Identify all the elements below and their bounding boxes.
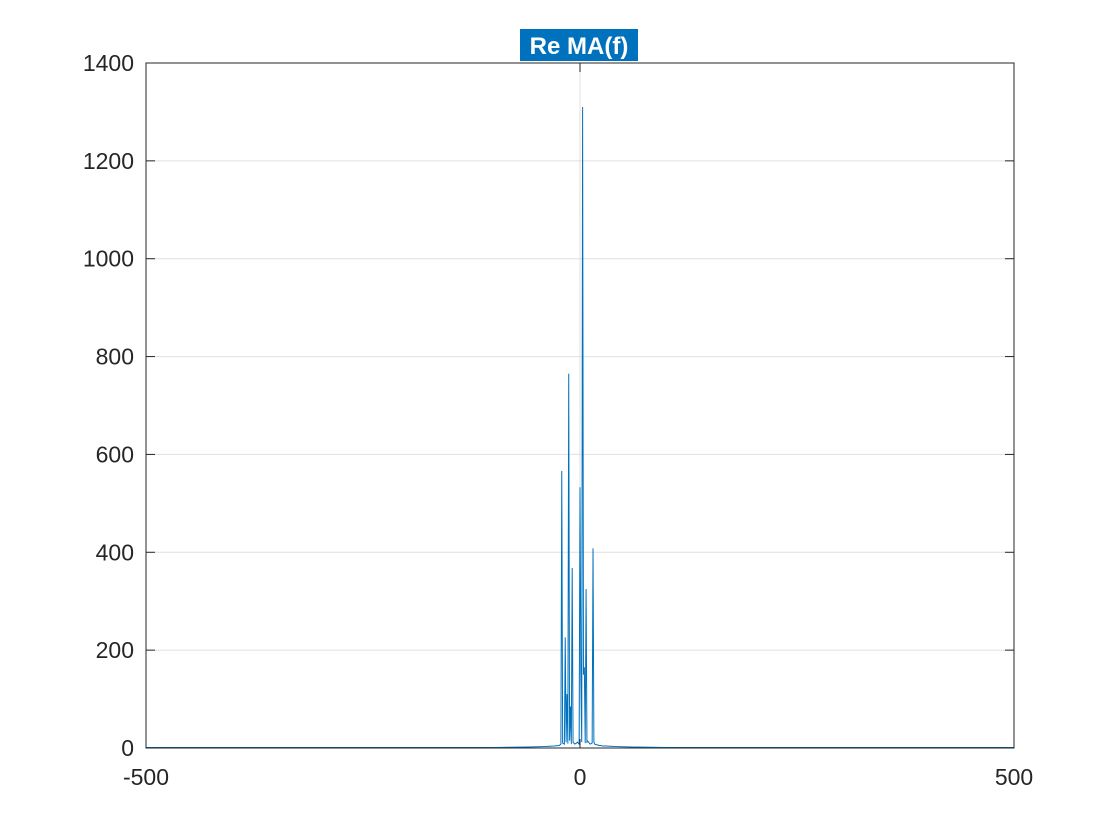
data-series bbox=[146, 107, 1014, 749]
y-tick-label: 0 bbox=[121, 735, 134, 761]
chart-title: Re MA(f) bbox=[530, 33, 629, 60]
x-tick-label: 500 bbox=[995, 764, 1033, 790]
x-tick-label: -500 bbox=[123, 764, 169, 790]
chart-title-highlight bbox=[520, 29, 638, 61]
x-tick-label: 0 bbox=[574, 764, 587, 790]
series-line bbox=[146, 107, 1014, 749]
y-tick-label: 1000 bbox=[83, 246, 134, 272]
y-tick-label: 1200 bbox=[83, 148, 134, 174]
ticks: 0 200 400 600 800 1000 1200 1400 -500 0 500 bbox=[83, 50, 1033, 790]
y-tick-label: 1400 bbox=[83, 50, 134, 76]
y-tick-label: 400 bbox=[96, 539, 134, 565]
y-tick-label: 800 bbox=[96, 344, 134, 370]
y-tick-label: 600 bbox=[96, 441, 134, 467]
y-tick-label: 200 bbox=[96, 637, 134, 663]
